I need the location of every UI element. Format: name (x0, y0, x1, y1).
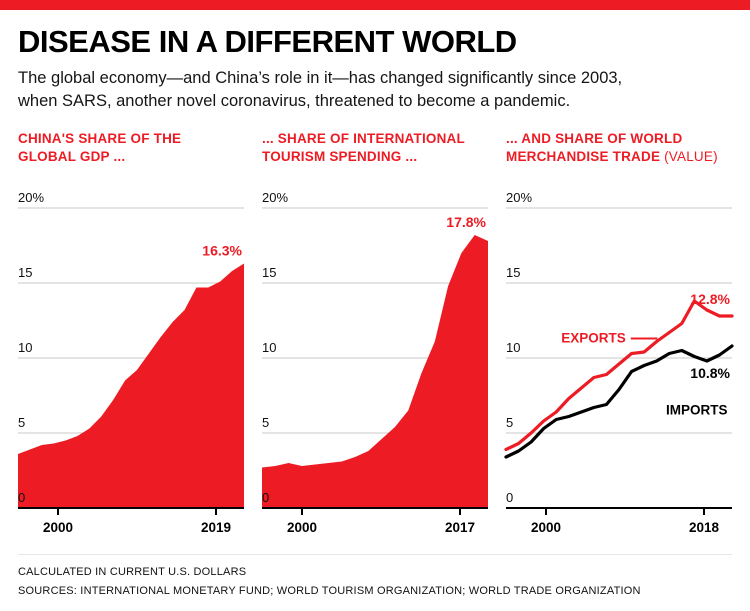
trade-title-line-1: ... AND SHARE OF WORLD (506, 130, 683, 146)
gdp-title-line-1: CHINA'S SHARE OF THE (18, 130, 182, 146)
svg-text:5: 5 (18, 415, 25, 430)
top-red-bar (0, 0, 750, 10)
gdp-chart-title: CHINA'S SHARE OF THE GLOBAL GDP ... (18, 130, 244, 167)
svg-text:20%: 20% (506, 190, 532, 205)
sources: SOURCES: INTERNATIONAL MONETARY FUND; WO… (18, 584, 641, 597)
svg-text:5: 5 (506, 415, 513, 430)
svg-text:10: 10 (18, 340, 32, 355)
svg-text:0: 0 (262, 490, 269, 505)
svg-text:15: 15 (18, 265, 32, 280)
svg-text:EXPORTS: EXPORTS (561, 330, 626, 345)
svg-text:16.3%: 16.3% (202, 242, 242, 258)
footer: CALCULATED IN CURRENT U.S. DOLLARS SOURC… (18, 553, 732, 600)
svg-text:20%: 20% (262, 190, 288, 205)
svg-text:15: 15 (262, 265, 276, 280)
charts-row: CHINA'S SHARE OF THE GLOBAL GDP ... 0 5 10 1… (18, 130, 734, 552)
svg-text:10: 10 (506, 340, 520, 355)
tourism-title-line-1: ... SHARE OF INTERNATIONAL (262, 130, 465, 146)
subtitle-line-1: The global economy—and China’s role in i… (18, 69, 623, 87)
svg-text:0: 0 (18, 490, 25, 505)
gdp-title-line-2: GLOBAL GDP ... (18, 148, 126, 164)
chart-panel-gdp: CHINA'S SHARE OF THE GLOBAL GDP ... 0 5 10 1… (18, 130, 244, 552)
page-title: DISEASE IN A DIFFERENT WORLD (18, 24, 517, 59)
svg-text:2000: 2000 (531, 520, 561, 535)
svg-text:15: 15 (506, 265, 520, 280)
svg-text:0: 0 (506, 490, 513, 505)
tourism-chart-title: ... SHARE OF INTERNATIONAL TOURISM SPENDI… (262, 130, 488, 167)
svg-text:2019: 2019 (201, 520, 231, 535)
tourism-area-chart: 0 5 10 15 20% 2000 2017 17.8% (262, 190, 488, 535)
svg-text:10: 10 (262, 340, 276, 355)
svg-text:17.8%: 17.8% (446, 214, 486, 230)
gdp-area-chart: 0 5 10 15 20% 2000 2019 16.3% (18, 190, 244, 535)
svg-text:20%: 20% (18, 190, 44, 205)
trade-title-suffix: (VALUE) (664, 148, 718, 164)
svg-text:2000: 2000 (287, 520, 317, 535)
subtitle-line-2: when SARS, another novel coronavirus, th… (18, 92, 571, 111)
svg-text:2000: 2000 (43, 520, 73, 535)
page-subtitle: The global economy—and China’s role in i… (18, 67, 732, 114)
svg-text:5: 5 (262, 415, 269, 430)
footnote: CALCULATED IN CURRENT U.S. DOLLARS (18, 565, 247, 578)
trade-title-line-2: MERCHANDISE TRADE (506, 148, 661, 164)
trade-line-chart: 0 5 10 15 20% 2000 2018 12.8% 10.8% EXPORTS IMPORT… (504, 190, 734, 535)
tourism-title-line-2: TOURISM SPENDING ... (262, 148, 418, 164)
svg-text:IMPORTS: IMPORTS (666, 402, 728, 417)
svg-text:10.8%: 10.8% (690, 365, 730, 381)
svg-text:12.8%: 12.8% (690, 291, 730, 307)
svg-text:2017: 2017 (445, 520, 475, 535)
svg-text:2018: 2018 (689, 520, 720, 535)
trade-chart-title: ... AND SHARE OF WORLD MERCHANDISE TRADE … (506, 130, 732, 167)
chart-panel-tourism: ... SHARE OF INTERNATIONAL TOURISM SPENDI… (262, 130, 488, 552)
chart-panel-trade: ... AND SHARE OF WORLD MERCHANDISE TRADE … (504, 130, 734, 552)
